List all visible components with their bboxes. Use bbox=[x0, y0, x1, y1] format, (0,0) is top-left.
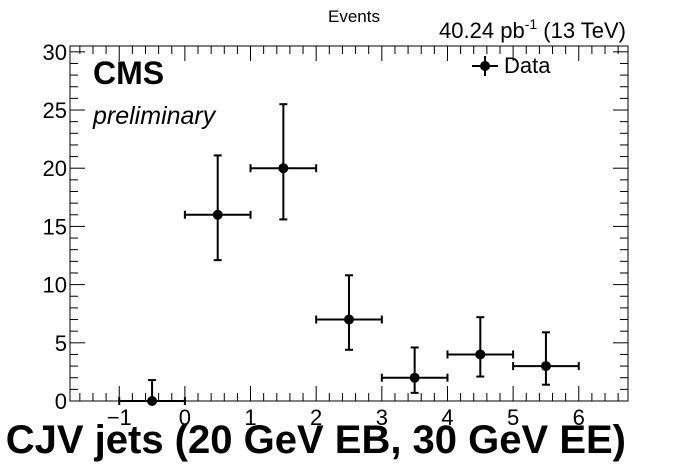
x-axis: −1 0 1 2 3 4 5 6 bbox=[79, 46, 619, 430]
data-point bbox=[380, 346, 449, 394]
lumi-energy: (13 TeV) bbox=[537, 18, 626, 43]
status-label: preliminary bbox=[92, 102, 217, 130]
y-tick-label: 0 bbox=[55, 389, 67, 414]
data-marker bbox=[278, 163, 289, 174]
data-marker bbox=[147, 396, 158, 406]
x-tick-label: 4 bbox=[441, 405, 453, 430]
data-point bbox=[118, 379, 186, 406]
data-marker bbox=[540, 361, 551, 372]
y-tick-label: 30 bbox=[43, 40, 67, 65]
data-marker bbox=[475, 349, 486, 360]
data-marker bbox=[409, 372, 420, 383]
data-points bbox=[118, 103, 580, 406]
lumi-exponent: -1 bbox=[525, 16, 538, 32]
data-point bbox=[249, 103, 318, 221]
y-tick-label: 20 bbox=[43, 156, 67, 181]
data-point bbox=[446, 316, 515, 378]
x-tick-label: 5 bbox=[507, 405, 519, 430]
y-tick-label: 10 bbox=[43, 273, 67, 298]
x-tick-label: 6 bbox=[573, 405, 585, 430]
y-tick-label: 5 bbox=[55, 331, 67, 356]
data-point bbox=[512, 331, 580, 386]
x-tick-label: 3 bbox=[376, 405, 388, 430]
data-marker bbox=[212, 209, 223, 220]
data-point bbox=[315, 274, 383, 351]
x-tick-label: 0 bbox=[179, 405, 191, 430]
x-tick-label: −1 bbox=[107, 405, 132, 430]
plot-frame bbox=[69, 45, 629, 402]
x-axis-title: CJV jets (20 GeV EB, 30 GeV EE) bbox=[6, 418, 626, 462]
lumi-label: 40.24 pb-1 (13 TeV) bbox=[439, 16, 626, 43]
y-axis-title: Events bbox=[328, 7, 380, 26]
legend: Data bbox=[472, 53, 551, 78]
x-tick-label: 1 bbox=[244, 405, 256, 430]
y-tick-label: 15 bbox=[43, 214, 67, 239]
experiment-label: CMS bbox=[93, 55, 164, 91]
lumi-value: 40.24 pb bbox=[439, 18, 525, 43]
data-marker bbox=[344, 314, 354, 325]
x-tick-label: 2 bbox=[310, 405, 322, 430]
legend-entry-data: Data bbox=[504, 53, 551, 78]
y-axis: 0 5 10 15 20 25 30 bbox=[43, 40, 628, 414]
legend-marker bbox=[480, 61, 490, 71]
data-point bbox=[183, 154, 252, 262]
y-tick-label: 25 bbox=[43, 98, 67, 123]
